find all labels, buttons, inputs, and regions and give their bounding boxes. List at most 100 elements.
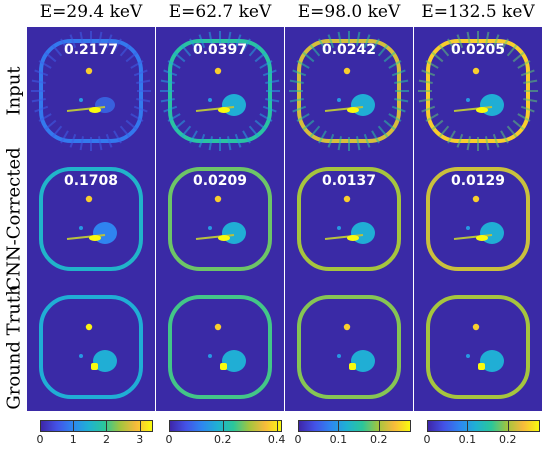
colorbar-tick-mark bbox=[276, 420, 278, 432]
colorbar-tick-label: 1 bbox=[69, 433, 77, 446]
streak-artifact bbox=[388, 60, 402, 69]
column-title-2: E=62.7 keV bbox=[168, 2, 272, 22]
streak-artifact bbox=[44, 119, 57, 131]
streak-artifact bbox=[523, 98, 538, 103]
streak-artifact bbox=[425, 113, 439, 122]
streak-artifact bbox=[292, 105, 307, 113]
streak-artifact bbox=[133, 69, 148, 77]
panel-corrected-2 bbox=[156, 155, 284, 283]
streak-artifact bbox=[466, 136, 471, 151]
panel-truth-3 bbox=[285, 283, 413, 411]
streak-artifact bbox=[438, 125, 450, 138]
streak-artifact bbox=[296, 113, 310, 122]
streak-artifact bbox=[79, 31, 84, 46]
phantom-image bbox=[285, 283, 413, 411]
phantom-image bbox=[156, 283, 284, 411]
small-insert-top bbox=[343, 67, 351, 75]
colorbar-tick-mark bbox=[427, 420, 428, 432]
image-background bbox=[156, 27, 284, 155]
streak-artifact bbox=[38, 113, 52, 122]
colorbar-2 bbox=[169, 420, 282, 432]
phantom-image bbox=[27, 283, 155, 411]
phantom-image bbox=[285, 27, 413, 155]
streak-artifact bbox=[180, 44, 192, 57]
streak-artifact bbox=[119, 125, 131, 138]
streak-artifact bbox=[208, 31, 213, 46]
input-error-4: 0.0205 bbox=[450, 42, 506, 58]
colorbar-tick-label: 0.2 bbox=[498, 433, 517, 446]
column-title-1: E=29.4 keV bbox=[39, 2, 143, 22]
streak-artifact bbox=[248, 44, 260, 57]
streak-artifact bbox=[198, 133, 206, 148]
row-label-truth-wrap: Ground Truth bbox=[0, 283, 28, 411]
colorbar-tick-label: 0 bbox=[294, 433, 302, 446]
streak-artifact bbox=[248, 125, 260, 138]
colorbar-tick-mark bbox=[73, 420, 75, 432]
corrected-error-2: 0.0209 bbox=[192, 173, 248, 189]
streak-artifact bbox=[173, 119, 186, 131]
streak-artifact bbox=[69, 133, 77, 148]
small-insert-left bbox=[208, 226, 212, 230]
column-title-3: E=98.0 keV bbox=[297, 2, 401, 22]
streak-artifact bbox=[309, 44, 321, 57]
panel-corrected-4 bbox=[414, 155, 542, 283]
streak-artifact bbox=[337, 136, 342, 151]
streak-artifact bbox=[302, 51, 315, 63]
colorbar-tick-label: 3 bbox=[136, 433, 144, 446]
streak-artifact bbox=[34, 105, 49, 113]
colorbar-tick-label: 0 bbox=[165, 433, 173, 446]
streak-artifact bbox=[259, 60, 273, 69]
small-insert-left bbox=[79, 98, 83, 102]
image-background bbox=[285, 283, 413, 411]
streak-artifact bbox=[520, 105, 535, 113]
streak-artifact bbox=[254, 51, 267, 63]
streak-artifact bbox=[98, 31, 103, 46]
image-background bbox=[156, 155, 284, 283]
colorbar-tick-mark bbox=[139, 420, 141, 432]
streak-artifact bbox=[44, 51, 57, 63]
streak-artifact bbox=[289, 98, 304, 103]
streak-artifact bbox=[456, 133, 464, 148]
small-insert-left bbox=[466, 226, 470, 230]
colorbar-tick-mark bbox=[169, 420, 170, 432]
streak-artifact bbox=[133, 105, 148, 113]
streak-artifact bbox=[60, 38, 69, 52]
streak-artifact bbox=[391, 69, 406, 77]
column-title-4: E=132.5 keV bbox=[421, 2, 535, 22]
streak-artifact bbox=[523, 79, 538, 84]
small-insert-top bbox=[214, 195, 222, 203]
streak-artifact bbox=[517, 60, 531, 69]
panel-corrected-1 bbox=[27, 155, 155, 283]
image-background bbox=[414, 27, 542, 155]
corrected-error-3: 0.0137 bbox=[321, 173, 377, 189]
small-insert-top bbox=[472, 323, 480, 331]
small-insert-top bbox=[85, 67, 93, 75]
bright-insert bbox=[347, 107, 359, 113]
streak-artifact bbox=[189, 38, 198, 52]
small-insert-left bbox=[337, 98, 341, 102]
panel-input-4 bbox=[414, 27, 542, 155]
streak-artifact bbox=[394, 98, 409, 103]
phantom-image bbox=[27, 27, 155, 155]
streak-artifact bbox=[51, 125, 63, 138]
small-insert-top bbox=[343, 323, 351, 331]
streak-artifact bbox=[265, 98, 280, 103]
streak-artifact bbox=[363, 133, 371, 148]
colorbar-tick-label: 0.1 bbox=[458, 433, 477, 446]
streak-artifact bbox=[160, 79, 175, 84]
streak-artifact bbox=[167, 60, 181, 69]
large-insert bbox=[351, 350, 375, 372]
phantom-ring bbox=[297, 295, 401, 399]
streak-artifact bbox=[163, 105, 178, 113]
row-label-input: Input bbox=[3, 66, 25, 116]
row-label-input-wrap: Input bbox=[0, 27, 28, 155]
streak-artifact bbox=[234, 34, 242, 49]
streak-artifact bbox=[447, 38, 456, 52]
streak-artifact bbox=[265, 79, 280, 84]
streak-artifact bbox=[456, 34, 464, 49]
streak-artifact bbox=[506, 44, 518, 57]
phantom-image bbox=[414, 155, 542, 283]
corrected-error-4: 0.0129 bbox=[450, 173, 506, 189]
small-insert-top bbox=[472, 67, 480, 75]
streak-artifact bbox=[254, 119, 267, 131]
